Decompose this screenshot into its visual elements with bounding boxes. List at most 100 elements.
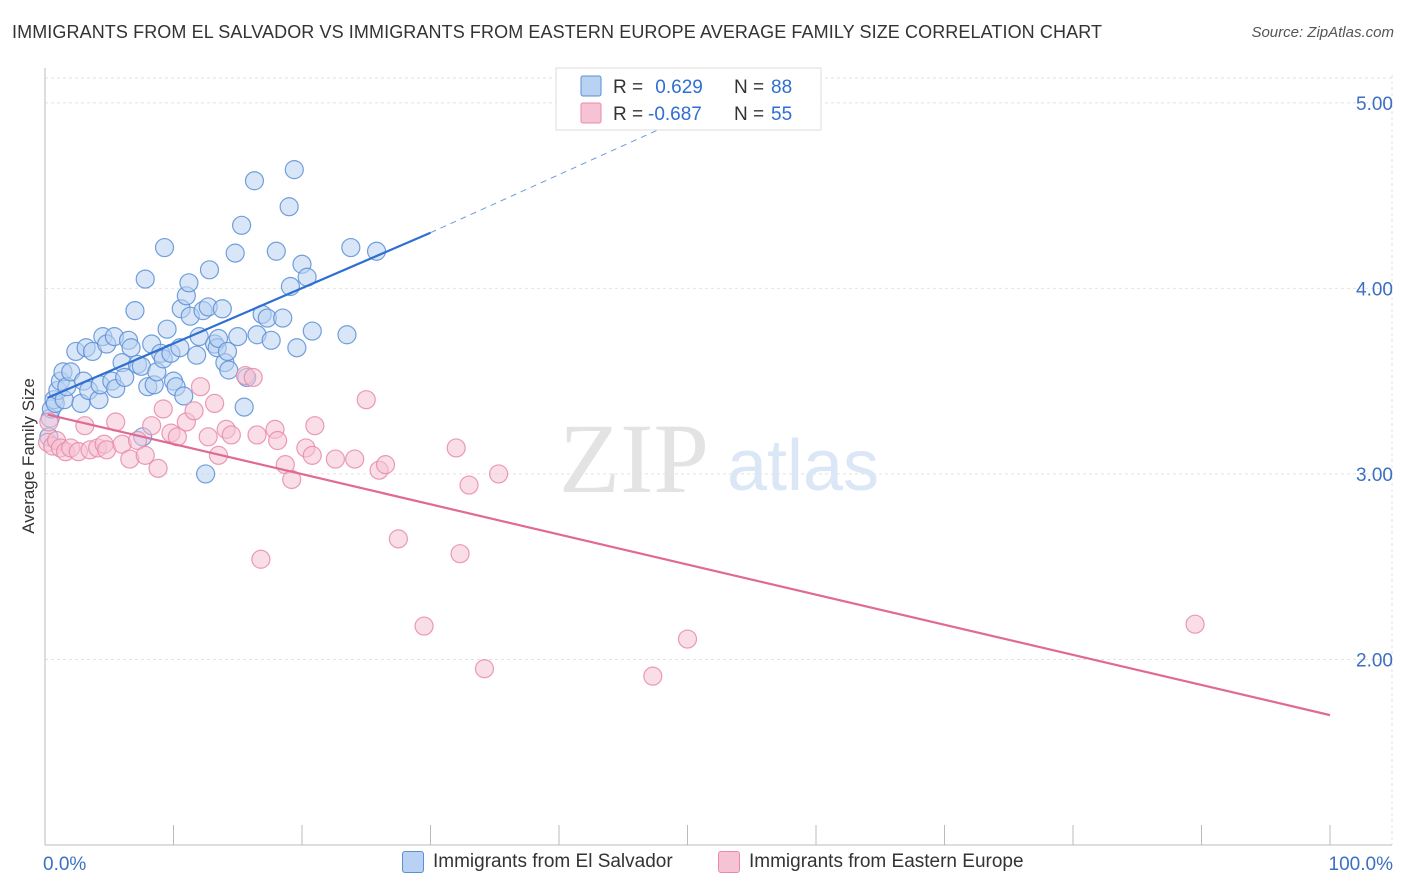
legend-n-label: N =: [734, 104, 764, 125]
data-point: [217, 341, 238, 362]
data-point: [414, 616, 434, 636]
watermark-atlas: atlas: [727, 426, 879, 506]
grid-lines: [45, 75, 1393, 845]
data-point: [198, 427, 218, 447]
data-point: [247, 425, 267, 445]
legend-item-eastern-europe[interactable]: Immigrants from Eastern Europe: [718, 851, 1024, 873]
y-tick-label: 5.00: [1356, 94, 1393, 115]
legend-swatch-blue: [580, 75, 602, 97]
data-point: [388, 529, 408, 549]
data-point: [154, 237, 175, 258]
data-point: [261, 330, 281, 350]
y-tick-label: 4.00: [1356, 279, 1393, 300]
data-point: [337, 325, 357, 345]
data-point: [302, 445, 322, 465]
data-point: [135, 269, 155, 289]
data-point: [142, 416, 162, 436]
data-point: [282, 469, 302, 490]
data-point: [273, 308, 293, 328]
legend-swatch-pink: [718, 851, 740, 873]
y-tick-label: 2.00: [1356, 650, 1393, 671]
data-point: [287, 338, 307, 358]
data-point: [234, 397, 254, 417]
data-point: [228, 327, 248, 347]
data-point: [305, 416, 325, 436]
series-eastern-europe-points: [37, 365, 1205, 686]
x-tick-labels: 0.0% 100.0%: [43, 854, 1393, 875]
y-tick-labels: 2.00 3.00 4.00 5.00: [1356, 94, 1393, 672]
data-point: [221, 425, 241, 445]
trend-lines: [47, 98, 1331, 717]
data-point: [267, 430, 288, 451]
data-point: [208, 328, 229, 349]
legend-r-label: R =: [613, 104, 643, 125]
data-point: [266, 241, 286, 261]
data-point: [302, 321, 322, 341]
data-point: [190, 377, 211, 397]
x-tick-label: 100.0%: [1329, 854, 1394, 875]
trend-line-eastern-europe: [47, 413, 1331, 717]
legend-label: Immigrants from Eastern Europe: [749, 851, 1024, 872]
source-label: Source: ZipAtlas.com: [1251, 24, 1394, 41]
data-point: [474, 659, 495, 679]
data-point: [341, 237, 361, 258]
data-point: [157, 319, 177, 339]
data-point: [212, 299, 232, 319]
data-point: [643, 666, 663, 686]
trend-line-el-salvador: [47, 231, 431, 399]
data-point: [677, 629, 698, 649]
data-point: [196, 464, 216, 484]
data-point: [125, 301, 145, 321]
data-point: [115, 367, 135, 388]
legend-r-label: R =: [613, 77, 643, 98]
legend-r-value: 0.629: [650, 77, 703, 98]
data-point: [61, 362, 81, 382]
correlation-legend: R = 0.629 N = 88 R = -0.687 N = 55: [555, 67, 822, 131]
legend-n-value: 55: [771, 104, 792, 125]
watermark: ZIP atlas: [559, 403, 879, 514]
data-point: [325, 449, 346, 469]
data-point: [219, 360, 239, 380]
data-point: [148, 458, 168, 478]
data-point: [279, 197, 299, 217]
axes: [44, 68, 1392, 846]
data-point: [187, 345, 207, 365]
x-tick-label: 0.0%: [43, 854, 86, 875]
data-point: [179, 273, 199, 293]
y-tick-label: 3.00: [1356, 465, 1393, 486]
chart-title: IMMIGRANTS FROM EL SALVADOR VS IMMIGRANT…: [12, 22, 1103, 42]
data-point: [459, 475, 479, 495]
data-point: [205, 393, 225, 414]
data-point: [446, 438, 466, 458]
legend-label: Immigrants from El Salvador: [433, 851, 673, 872]
data-point: [450, 544, 470, 564]
data-point: [284, 160, 304, 180]
series-legend: Immigrants from El Salvador Immigrants f…: [0, 851, 1406, 879]
data-point: [121, 338, 141, 358]
data-point: [489, 464, 509, 484]
data-point: [135, 445, 155, 465]
legend-swatch-blue: [402, 851, 424, 873]
data-point: [1185, 614, 1205, 634]
legend-n-value: 88: [771, 77, 792, 98]
legend-swatch-pink: [580, 102, 602, 124]
y-axis-label: Average Family Size: [19, 378, 38, 534]
data-point: [356, 390, 376, 410]
legend-n-label: N =: [734, 77, 764, 98]
data-point: [199, 260, 220, 280]
data-point: [375, 455, 396, 475]
legend-r-value: -0.687: [648, 104, 702, 125]
data-point: [153, 399, 173, 419]
data-point: [225, 243, 245, 263]
data-point: [39, 412, 59, 432]
data-point: [232, 215, 252, 235]
data-point: [345, 449, 365, 469]
data-point: [243, 367, 263, 388]
data-point: [184, 401, 204, 421]
data-point: [251, 549, 271, 569]
legend-item-el-salvador[interactable]: Immigrants from El Salvador: [402, 851, 673, 873]
data-point: [244, 171, 265, 191]
watermark-zip: ZIP: [559, 403, 709, 514]
data-point: [174, 386, 194, 406]
